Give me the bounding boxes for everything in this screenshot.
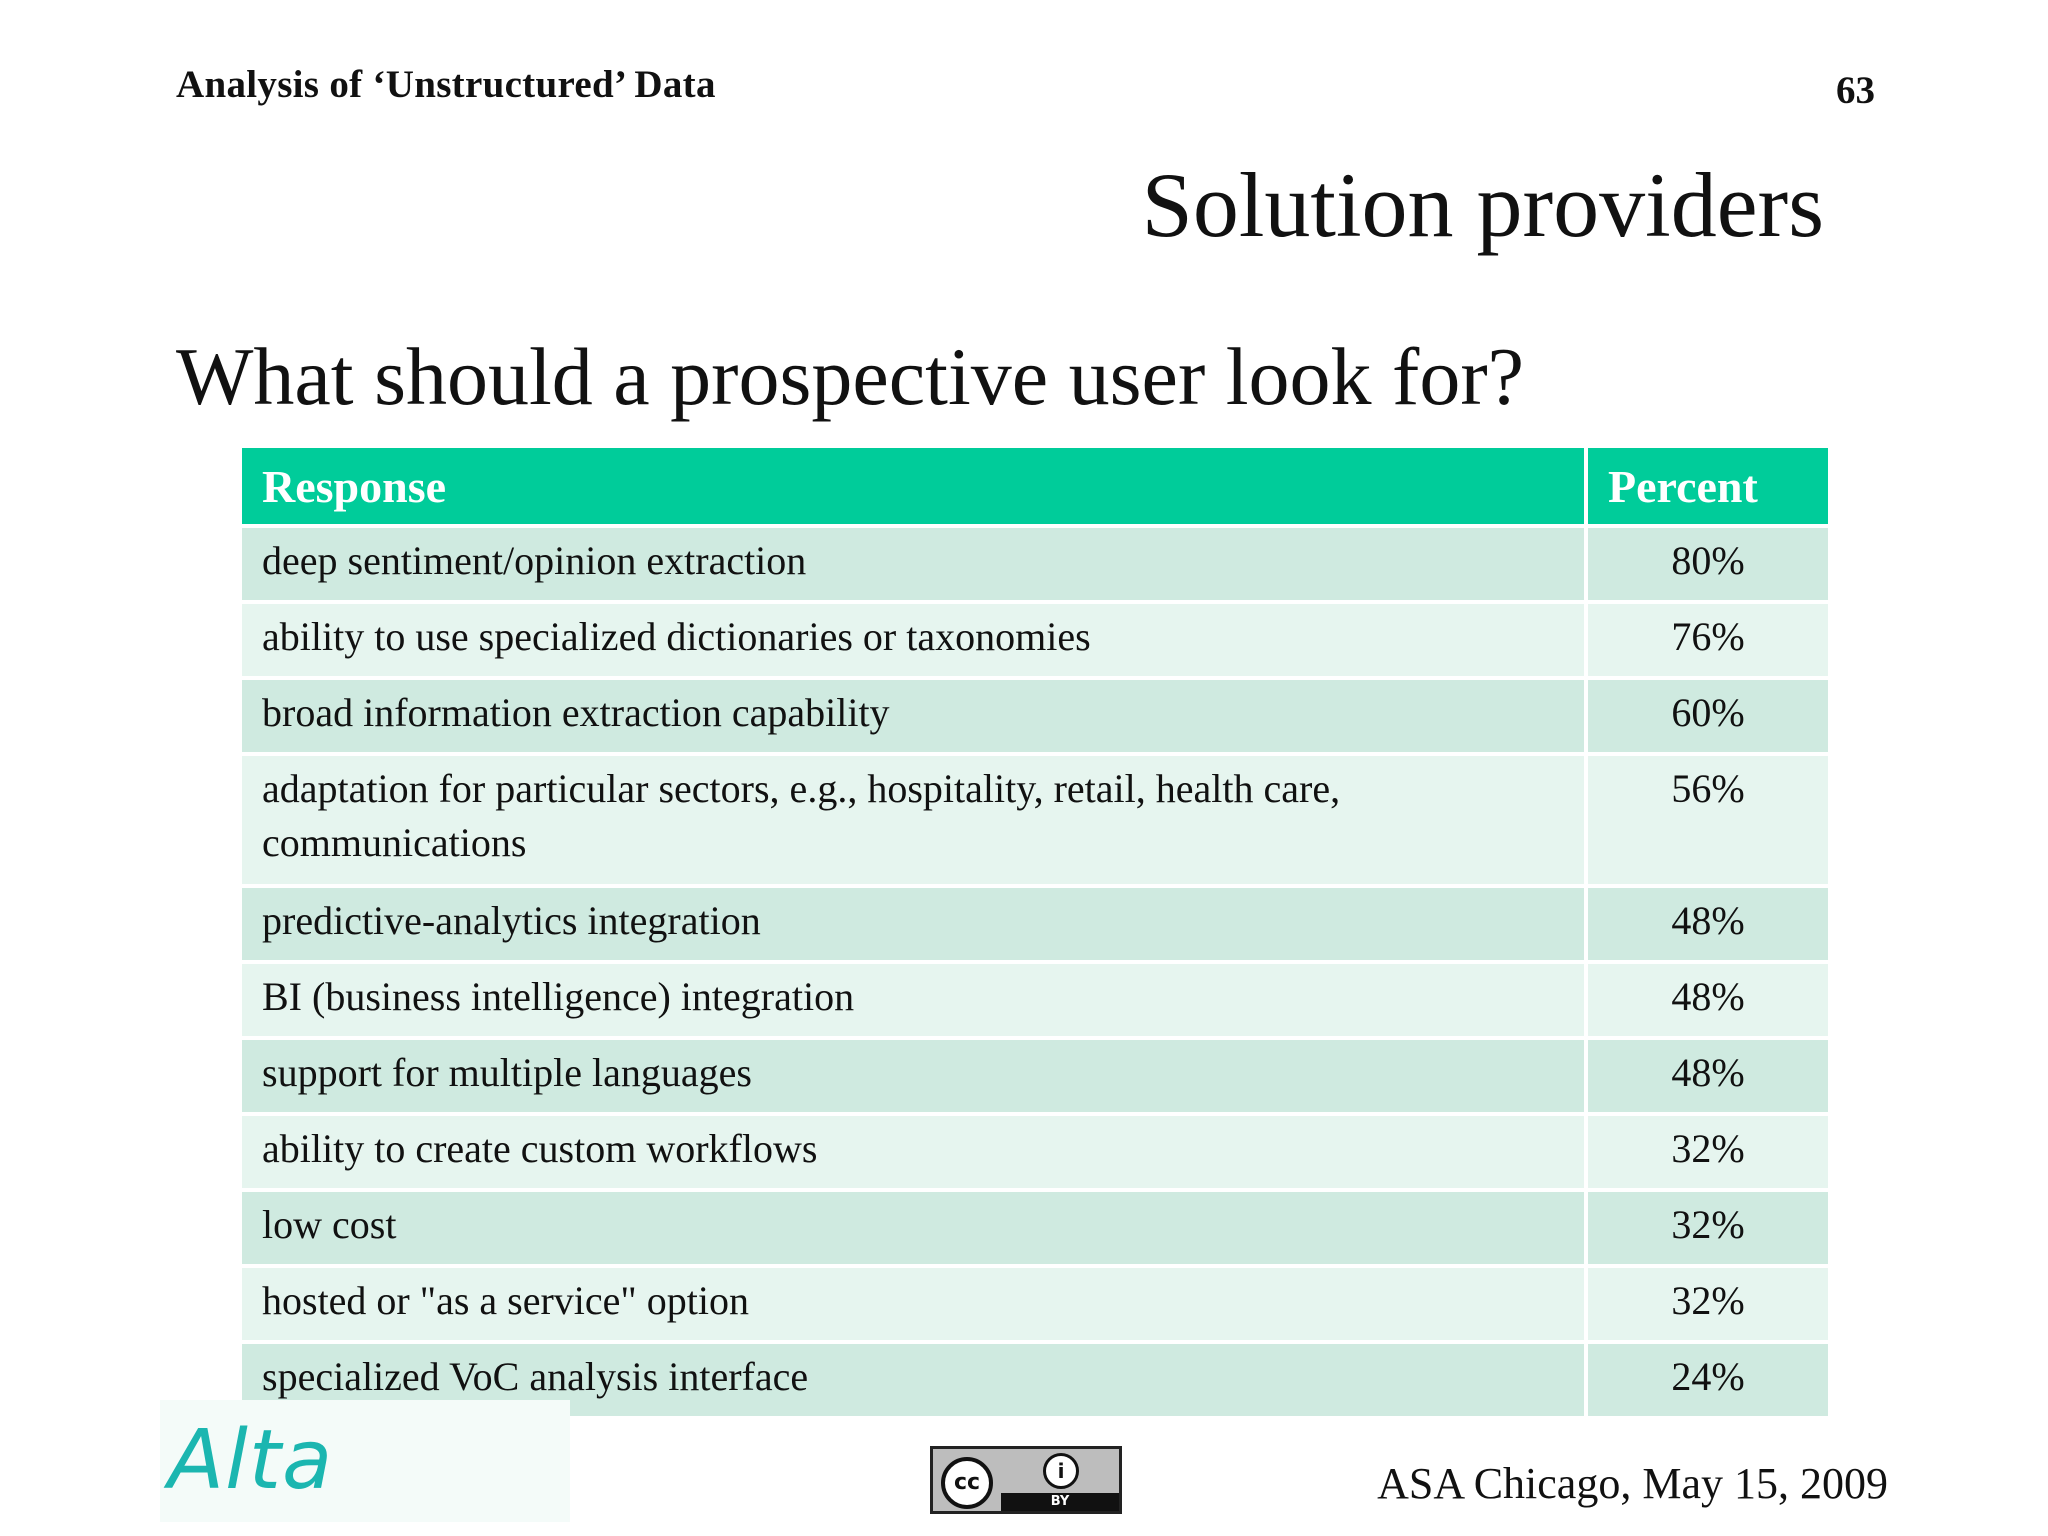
percent-cell: 56%: [1586, 754, 1828, 888]
percent-cell: 32%: [1586, 1190, 1828, 1268]
table-row: low cost 32%: [242, 1190, 1828, 1268]
percent-cell: 48%: [1586, 1038, 1828, 1116]
percent-cell: 60%: [1586, 678, 1828, 756]
percent-cell: 32%: [1586, 1114, 1828, 1192]
table-row: deep sentiment/opinion extraction 80%: [242, 526, 1828, 604]
event-footer: ASA Chicago, May 15, 2009: [1377, 1459, 1888, 1508]
slide-title: Solution providers: [1141, 154, 1824, 256]
percent-cell: 48%: [1586, 886, 1828, 964]
response-cell: ability to use specialized dictionaries …: [242, 602, 1588, 680]
response-cell: support for multiple languages: [242, 1038, 1588, 1116]
cc-by-icon: cc i BY: [930, 1446, 1122, 1514]
slide-question: What should a prospective user look for?: [176, 331, 1525, 422]
column-header-response: Response: [242, 448, 1588, 528]
response-cell: low cost: [242, 1190, 1588, 1268]
table-header-row: Response Percent: [242, 448, 1828, 528]
table-row: support for multiple languages 48%: [242, 1038, 1828, 1116]
response-cell: broad information extraction capability: [242, 678, 1588, 756]
table-row: adaptation for particular sectors, e.g.,…: [242, 754, 1828, 888]
table-row: ability to use specialized dictionaries …: [242, 602, 1828, 680]
response-cell: BI (business intelligence) integration: [242, 962, 1588, 1040]
response-table: Response Percent deep sentiment/opinion …: [242, 448, 1828, 1420]
table-row: ability to create custom workflows 32%: [242, 1114, 1828, 1192]
license-by-label: BY: [1001, 1493, 1119, 1511]
response-table-container: Response Percent deep sentiment/opinion …: [242, 448, 1828, 1420]
table-row: predictive-analytics integration 48%: [242, 886, 1828, 964]
page-number: 63: [1836, 69, 1875, 112]
column-header-percent: Percent: [1586, 448, 1828, 528]
header-title: Analysis of ‘Unstructured’ Data: [176, 63, 716, 106]
percent-cell: 76%: [1586, 602, 1828, 680]
percent-cell: 80%: [1586, 526, 1828, 604]
response-cell: predictive-analytics integration: [242, 886, 1588, 964]
alta-plana-logo: Alta Plana: [160, 1400, 570, 1536]
response-cell: hosted or "as a service" option: [242, 1266, 1588, 1344]
percent-cell: 48%: [1586, 962, 1828, 1040]
person-icon: i: [1043, 1453, 1079, 1489]
table-row: hosted or "as a service" option 32%: [242, 1266, 1828, 1344]
cc-icon: cc: [941, 1457, 993, 1509]
response-cell: deep sentiment/opinion extraction: [242, 526, 1588, 604]
response-cell: adaptation for particular sectors, e.g.,…: [242, 754, 1588, 888]
table-row: BI (business intelligence) integration 4…: [242, 962, 1828, 1040]
percent-cell: 24%: [1586, 1342, 1828, 1420]
response-cell: ability to create custom workflows: [242, 1114, 1588, 1192]
table-row: broad information extraction capability …: [242, 678, 1828, 756]
percent-cell: 32%: [1586, 1266, 1828, 1344]
